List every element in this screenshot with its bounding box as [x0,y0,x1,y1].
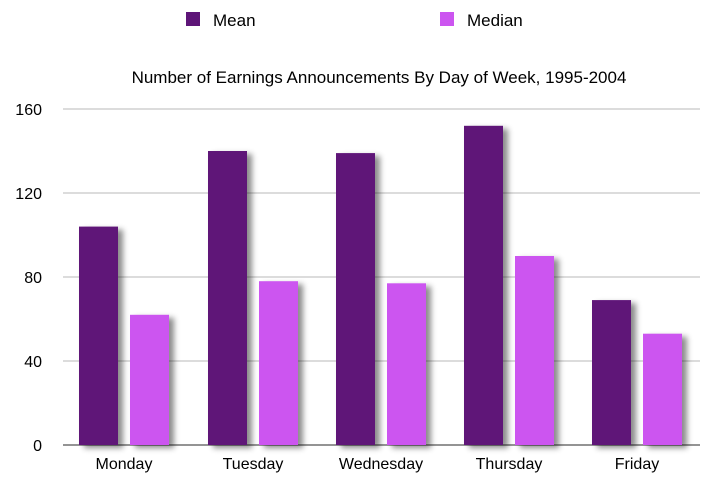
x-tick-label: Monday [96,456,153,473]
bar-mean-wednesday [336,153,375,445]
x-tick-label: Friday [615,456,659,473]
x-tick-label: Thursday [476,456,543,473]
legend-swatch-median [440,12,454,26]
bar-median-tuesday [259,281,298,445]
bar-median-monday [130,314,169,445]
bar-median-thursday [515,256,554,445]
bars [79,125,682,446]
bar-mean-thursday [464,125,503,446]
x-tick-label: Wednesday [339,456,423,473]
legend-label-mean: Mean [213,11,256,30]
bar-mean-tuesday [208,151,247,445]
x-tick-label: Tuesday [223,456,284,473]
legend-label-median: Median [467,11,523,30]
x-axis-tick-labels: Monday Tuesday Wednesday Thursday Friday [96,456,660,473]
legend-swatch-mean [186,12,200,26]
y-tick-label: 80 [24,270,42,287]
bar-mean-friday [592,300,631,445]
y-axis-tick-labels: 0 40 80 120 160 [15,102,42,455]
chart-title: Number of Earnings Announcements By Day … [132,68,627,87]
bar-median-wednesday [387,283,426,445]
y-tick-label: 120 [15,186,42,203]
y-tick-label: 160 [15,102,42,119]
y-tick-label: 40 [24,354,42,371]
y-tick-label: 0 [33,438,42,455]
bar-mean-monday [79,226,118,445]
legend: Mean Median [186,11,523,30]
bar-median-friday [643,333,682,445]
